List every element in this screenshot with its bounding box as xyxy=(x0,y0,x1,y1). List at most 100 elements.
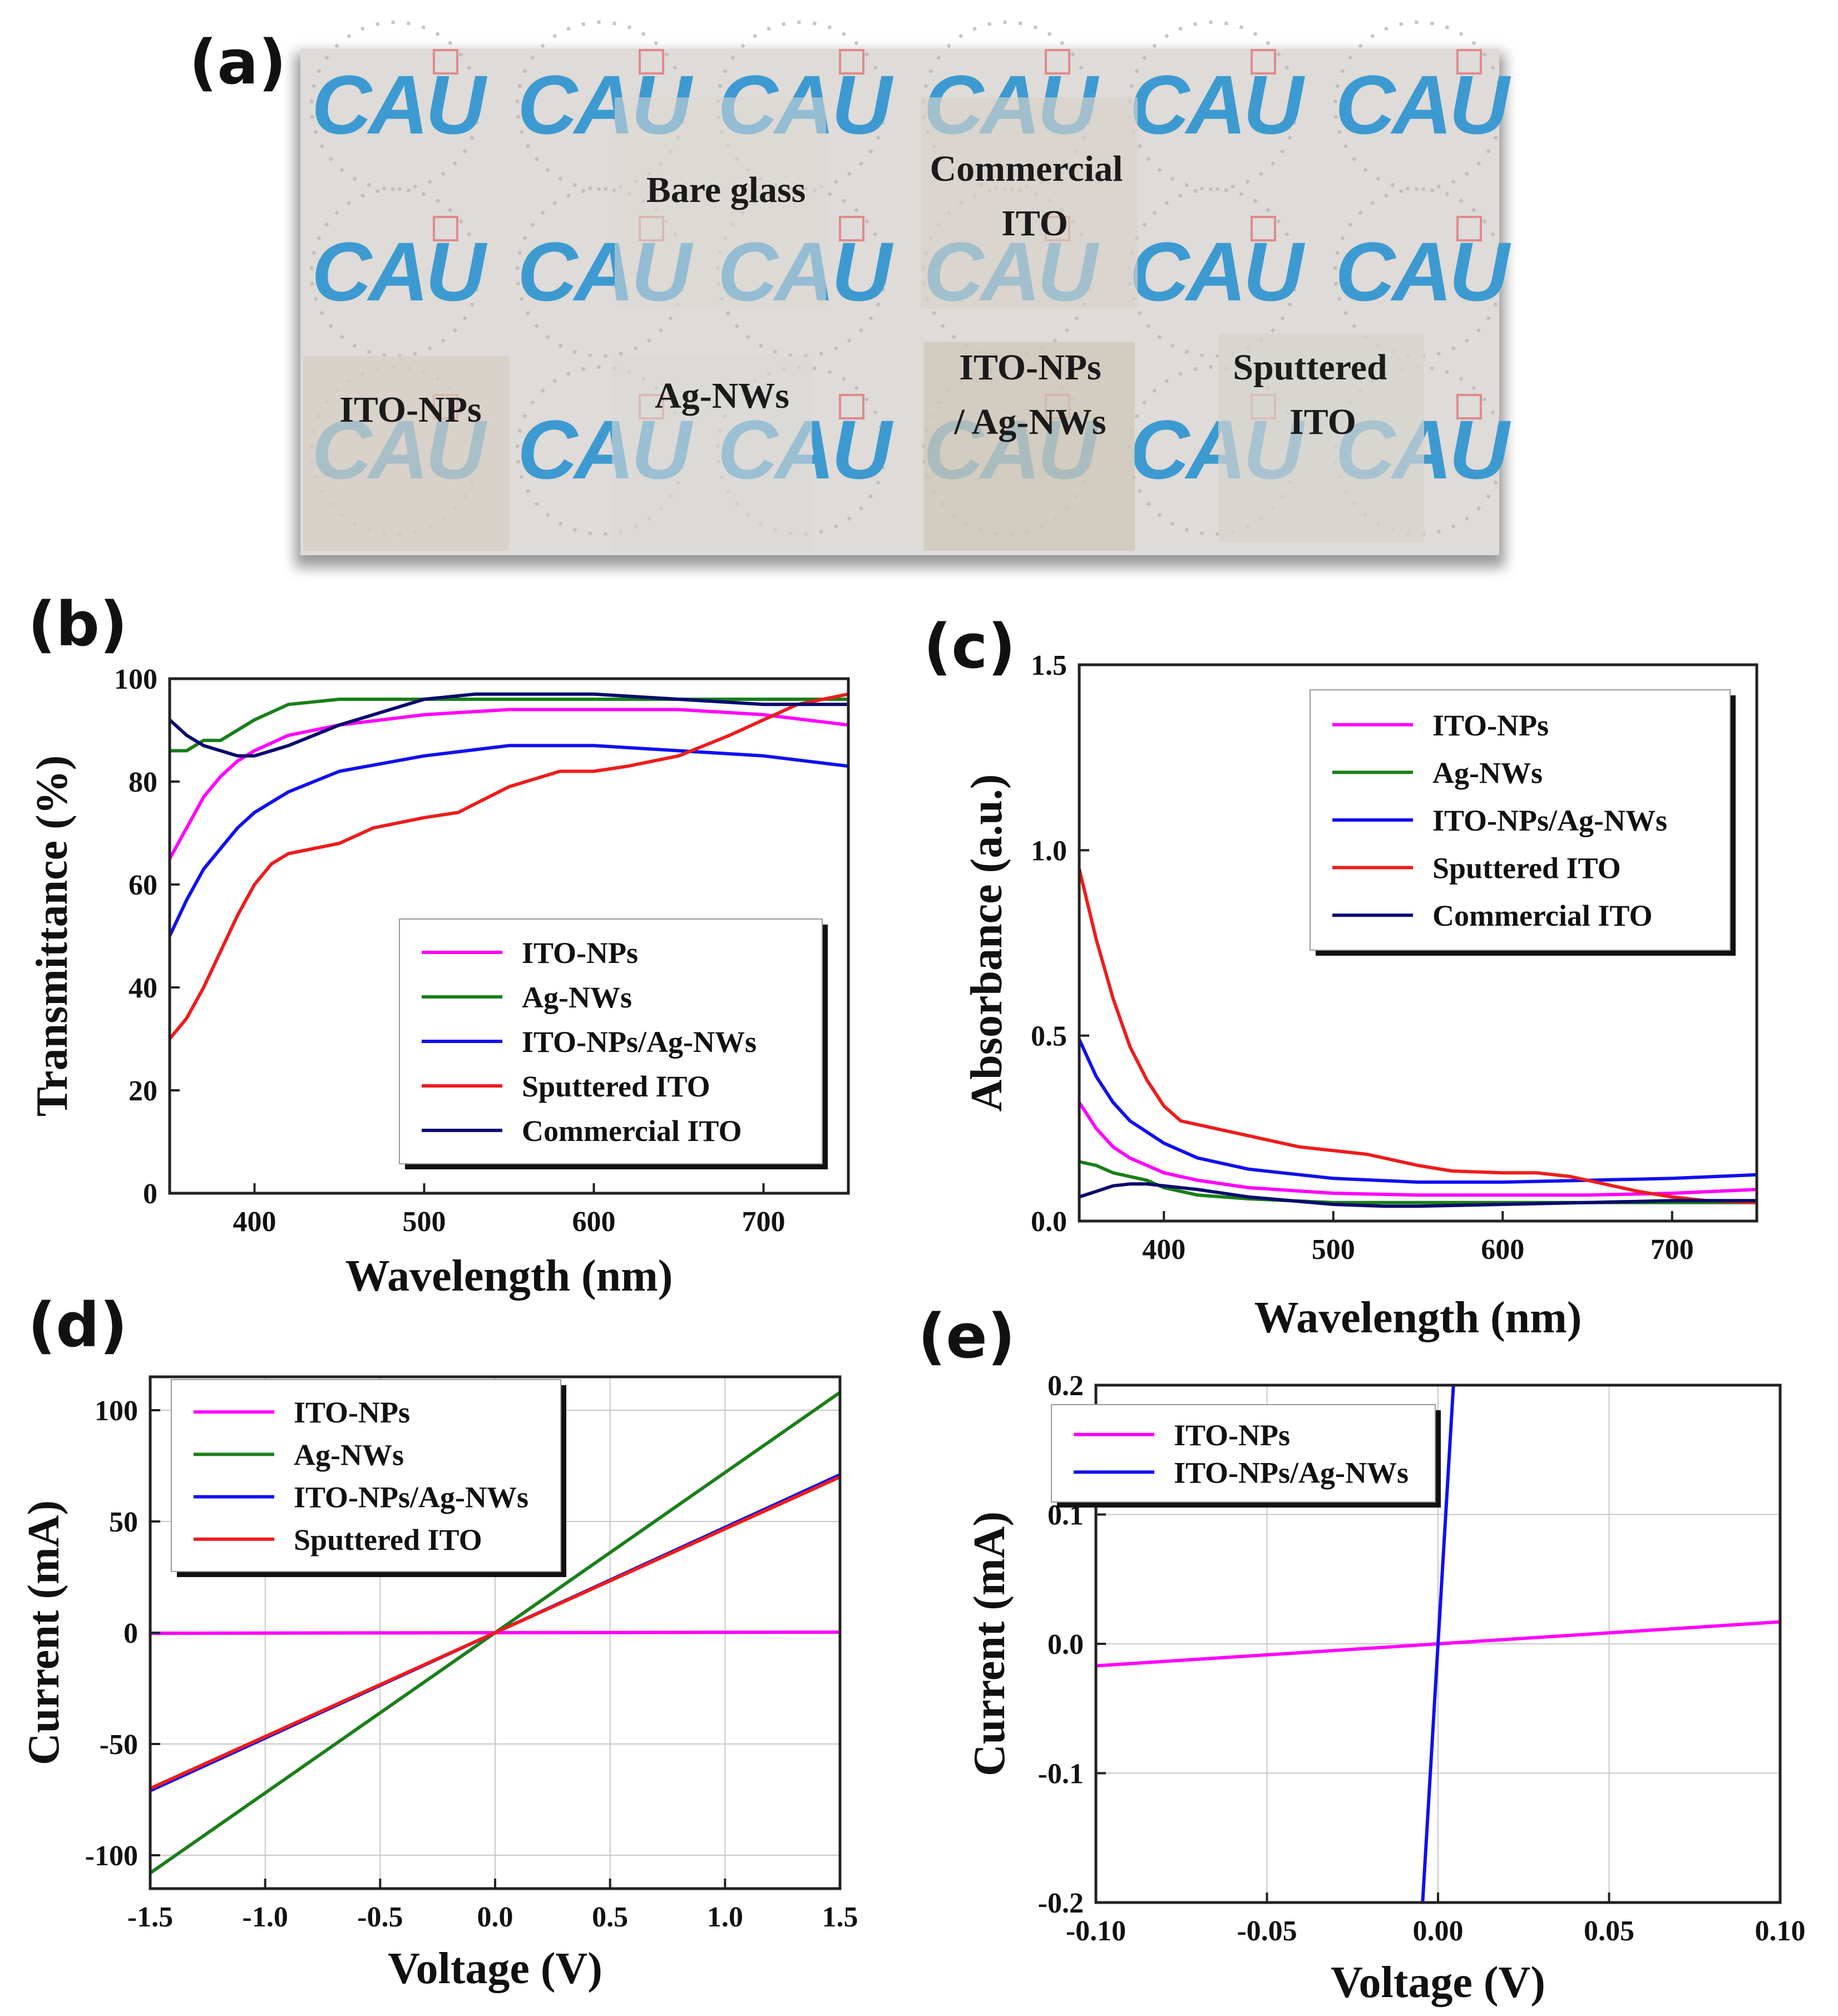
x-tick-label: -1.0 xyxy=(243,1901,288,1933)
legend-label-sputtered-ito: Sputtered ITO xyxy=(522,1070,710,1103)
x-tick-label: -1.5 xyxy=(127,1901,173,1933)
panel-letter-d: (d) xyxy=(28,1289,127,1361)
logo-ring xyxy=(1128,187,1298,358)
logo-ring xyxy=(716,365,886,536)
y-tick-label: 0.2 xyxy=(1048,1370,1084,1402)
series-line-ito-nps-ag-nws xyxy=(1421,1385,1455,1903)
label-hybrid-line1: ITO-NPs xyxy=(959,347,1101,388)
y-tick-label: -0.1 xyxy=(1038,1758,1084,1790)
label-hybrid-line2: / Ag-NWs xyxy=(953,402,1106,442)
logo-text: CAU xyxy=(312,225,488,318)
logo-square xyxy=(433,49,458,75)
x-axis-title: Voltage (V) xyxy=(1331,1958,1545,2007)
series-line-commercial-ito xyxy=(1079,1182,1757,1208)
logo-square xyxy=(639,49,664,75)
logo-mark: CAU xyxy=(1333,187,1515,358)
logo-mark: CAU xyxy=(1128,187,1309,358)
logo-square xyxy=(433,216,458,241)
y-tick-label: 60 xyxy=(129,869,157,901)
legend-label-ito-nps-ag-nws: ITO-NPs/Ag-NWs xyxy=(522,1025,757,1059)
legend-label-ito-nps-ag-nws: ITO-NPs/Ag-NWs xyxy=(1432,804,1667,837)
series-line-ito-nps xyxy=(170,708,848,860)
legend: ITO-NPs Ag-NWs ITO-NPs/Ag-NWs Sputtered ITO… xyxy=(1310,689,1736,956)
sample-sputtered-ito xyxy=(1218,334,1424,542)
legend: ITO-NPs ITO-NPs/Ag-NWs xyxy=(1051,1404,1441,1508)
y-tick-label: 80 xyxy=(129,767,157,798)
y-axis-title: Absorbance (a.u.) xyxy=(962,774,1011,1112)
legend-label-ito-nps: ITO-NPs xyxy=(1174,1419,1290,1452)
logo-square xyxy=(1456,394,1482,419)
x-tick-label: 0.05 xyxy=(1584,1915,1634,1947)
y-tick-label: 0 xyxy=(143,1178,157,1210)
panel-letter-b: (b) xyxy=(28,589,127,660)
y-axis-title: Transmittance (%) xyxy=(28,755,77,1117)
x-tick-label: 700 xyxy=(742,1206,785,1238)
x-tick-label: 0.00 xyxy=(1413,1915,1464,1947)
panel-letter-e: (e) xyxy=(918,1301,1015,1372)
plot-frame xyxy=(1078,663,1758,1223)
y-axis-title: Current (mA) xyxy=(965,1511,1014,1776)
legend-label-ag-nws: Ag-NWs xyxy=(1432,756,1543,789)
y-tick-label: 0.0 xyxy=(1048,1629,1084,1661)
logo-mark: CAU xyxy=(310,187,491,358)
legend-label-ito-nps: ITO-NPs xyxy=(1432,709,1549,742)
x-tick-label: 700 xyxy=(1651,1234,1694,1266)
logo-mark: CAU xyxy=(310,21,491,191)
sample-commercial-ito xyxy=(921,97,1138,309)
legend-label-commercial-ito: Commercial ITO xyxy=(522,1114,742,1148)
panel-letter-a: (a) xyxy=(189,27,286,98)
x-axis-title: Voltage (V) xyxy=(388,1944,602,1993)
sample-photo: CAUCAUCAUCAUCAUCAUCAUCAUCAUCAUCAUCAUCAUC… xyxy=(295,21,1515,567)
y-tick-label: 1.0 xyxy=(1031,835,1067,867)
label-sputtered-line1: Sputtered xyxy=(1233,347,1387,388)
sample-ag-nws xyxy=(612,356,812,551)
x-axis-title: Wavelength (nm) xyxy=(345,1252,673,1301)
x-tick-label: 0.0 xyxy=(477,1901,513,1933)
y-tick-label: 0.0 xyxy=(1031,1206,1067,1238)
y-tick-label: -0.2 xyxy=(1038,1887,1084,1919)
legend-label-sputtered-ito: Sputtered ITO xyxy=(1432,852,1621,885)
legend-box xyxy=(1051,1404,1436,1503)
label-commercial-line1: Commercial xyxy=(930,149,1123,189)
legend-label-ito-nps-ag-nws: ITO-NPs/Ag-NWs xyxy=(294,1481,528,1514)
logo-ring xyxy=(310,187,480,358)
label-sputtered-line2: ITO xyxy=(1289,402,1356,442)
series-line-ito-nps-ag-nws xyxy=(1079,1039,1757,1184)
legend: ITO-NPs Ag-NWs ITO-NPs/Ag-NWs Sputtered ITO… xyxy=(399,918,828,1169)
legend: ITO-NPs Ag-NWs ITO-NPs/Ag-NWs Sputtered ITO xyxy=(171,1379,566,1577)
label-bare-glass: Bare glass xyxy=(646,170,806,210)
y-tick-label: 40 xyxy=(129,972,157,1004)
x-tick-label: 600 xyxy=(1481,1234,1524,1266)
logo-square xyxy=(1456,49,1482,75)
logo-text: CAU xyxy=(1335,58,1511,151)
logo-ring xyxy=(310,21,480,191)
series-line-ito-nps xyxy=(1079,1101,1757,1197)
y-tick-label: 100 xyxy=(95,1395,138,1427)
logo-ring xyxy=(1333,21,1504,191)
x-tick-label: 1.0 xyxy=(707,1901,743,1933)
logo-ring xyxy=(1128,21,1298,191)
x-tick-label: 500 xyxy=(1312,1234,1355,1266)
series-line-sputtered-ito xyxy=(170,692,848,1040)
logo-ring xyxy=(716,21,886,191)
chart-iv-wide: -1.5 -1.0 -0.5 0.0 0.5 1.0 1.5 -100 -50 0 50 100 Vol… xyxy=(19,1375,858,1993)
x-tick-label: 1.5 xyxy=(822,1901,858,1933)
sample-ito-nps xyxy=(303,356,509,551)
y-tick-label: 50 xyxy=(109,1506,138,1538)
logo-text: CAU xyxy=(1129,225,1306,318)
logo-mark: CAU xyxy=(1333,21,1515,191)
y-tick-label: 0 xyxy=(123,1618,138,1649)
logo-ring xyxy=(716,187,886,358)
logo-square xyxy=(1045,49,1070,75)
x-tick-label: 0.10 xyxy=(1755,1915,1806,1947)
series-line-sputtered-ito xyxy=(1079,868,1757,1204)
y-tick-label: -100 xyxy=(85,1840,138,1872)
logo-square xyxy=(1251,216,1276,241)
x-tick-label: 500 xyxy=(403,1206,446,1238)
logo-square xyxy=(1251,49,1276,75)
label-ag-nws: Ag-NWs xyxy=(655,375,789,416)
series-line-ito-nps-ag-nws xyxy=(170,744,848,937)
x-axis-title: Wavelength (nm) xyxy=(1254,1293,1582,1342)
plot-frame xyxy=(168,677,850,1195)
